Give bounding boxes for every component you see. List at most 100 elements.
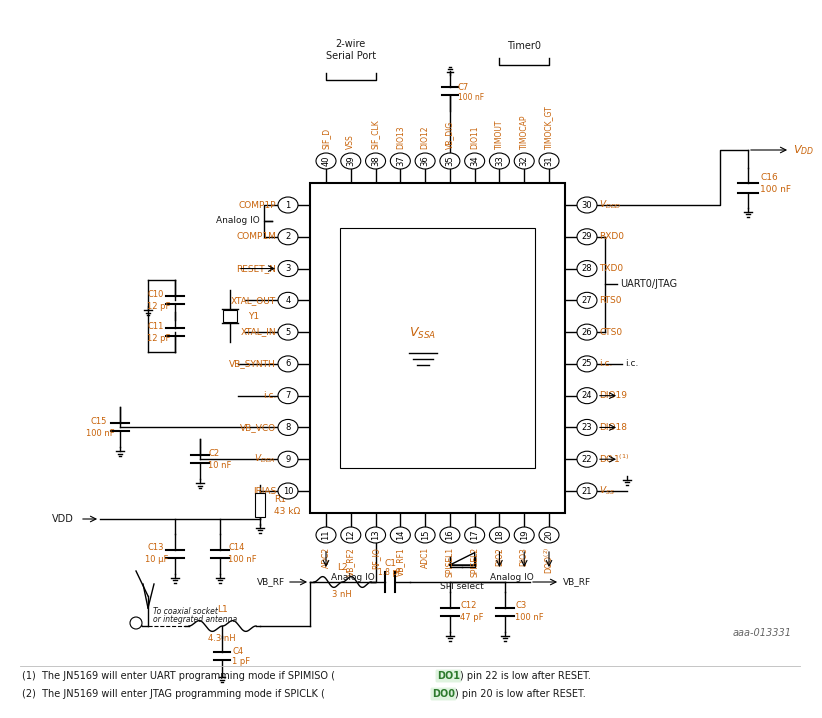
- Text: ) pin 20 is low after RESET.: ) pin 20 is low after RESET.: [455, 689, 586, 699]
- Text: C3: C3: [515, 602, 526, 610]
- Bar: [310, 183, 565, 513]
- Text: i.c.: i.c.: [262, 391, 276, 400]
- Text: 16: 16: [446, 530, 455, 541]
- Text: or integrated antenna: or integrated antenna: [153, 615, 237, 624]
- Text: C12: C12: [460, 602, 477, 610]
- Text: 10: 10: [283, 487, 293, 495]
- Text: 7: 7: [285, 391, 291, 400]
- Text: SPISEL1: SPISEL1: [446, 547, 455, 577]
- Text: Timer0: Timer0: [507, 41, 541, 51]
- Text: DIO2: DIO2: [495, 547, 504, 566]
- Text: (2)  The JN5169 will enter JTAG programming mode if SPICLK (: (2) The JN5169 will enter JTAG programmi…: [22, 689, 325, 699]
- Ellipse shape: [366, 527, 386, 543]
- Ellipse shape: [577, 292, 597, 308]
- Ellipse shape: [539, 153, 559, 169]
- Text: 10 nF: 10 nF: [208, 461, 231, 470]
- Text: TIMOCK_GT: TIMOCK_GT: [544, 106, 553, 149]
- Text: 14: 14: [396, 530, 404, 540]
- Text: VB_RF: VB_RF: [256, 577, 285, 587]
- Text: COMP1M: COMP1M: [236, 233, 276, 241]
- Ellipse shape: [577, 356, 597, 372]
- Text: DIO19: DIO19: [599, 391, 627, 400]
- Text: DIO18: DIO18: [599, 423, 627, 432]
- Text: 23: 23: [582, 423, 593, 432]
- Text: 1 pF: 1 pF: [232, 656, 250, 666]
- Text: DO1: DO1: [437, 671, 460, 681]
- Text: IBIAS: IBIAS: [252, 487, 276, 495]
- Text: SPISEL2: SPISEL2: [470, 547, 479, 577]
- Text: 27: 27: [582, 296, 593, 305]
- Text: Y1: Y1: [248, 312, 259, 321]
- Text: 43 kΩ: 43 kΩ: [274, 506, 300, 516]
- Text: 18: 18: [495, 530, 504, 541]
- Text: ADC1: ADC1: [421, 547, 430, 568]
- Text: C2: C2: [208, 449, 219, 457]
- Text: $V_{DDA}$: $V_{DDA}$: [254, 453, 276, 465]
- Text: 38: 38: [371, 156, 380, 167]
- Text: C15: C15: [90, 417, 106, 426]
- Text: 29: 29: [582, 233, 592, 241]
- Ellipse shape: [577, 324, 597, 340]
- Ellipse shape: [316, 153, 336, 169]
- Ellipse shape: [366, 153, 386, 169]
- Ellipse shape: [464, 527, 485, 543]
- Text: C10: C10: [147, 290, 164, 299]
- Ellipse shape: [341, 153, 361, 169]
- Text: RTS0: RTS0: [599, 296, 621, 305]
- Text: SPI select: SPI select: [441, 582, 484, 591]
- Text: 22: 22: [582, 454, 592, 464]
- Text: 33: 33: [495, 156, 504, 167]
- Text: 100 nF: 100 nF: [458, 93, 484, 102]
- Text: aaa-013331: aaa-013331: [733, 628, 792, 638]
- Text: 2-wire
Serial Port: 2-wire Serial Port: [326, 39, 376, 61]
- Ellipse shape: [390, 153, 410, 169]
- Text: C7: C7: [458, 83, 469, 92]
- Text: 12 pF: 12 pF: [147, 334, 170, 342]
- Ellipse shape: [390, 527, 410, 543]
- Text: VB_DIG: VB_DIG: [446, 121, 455, 149]
- Bar: [255, 493, 265, 517]
- Ellipse shape: [577, 483, 597, 499]
- Ellipse shape: [515, 527, 534, 543]
- Text: 6: 6: [285, 360, 291, 368]
- Text: 3 nH: 3 nH: [332, 590, 352, 599]
- Text: C13: C13: [147, 544, 164, 552]
- Ellipse shape: [316, 527, 336, 543]
- Text: TIMOUT: TIMOUT: [495, 119, 504, 149]
- Text: ) pin 22 is low after RESET.: ) pin 22 is low after RESET.: [460, 671, 591, 681]
- Text: L2: L2: [337, 563, 348, 572]
- Text: RF_IO: RF_IO: [371, 547, 380, 569]
- Text: 2: 2: [285, 233, 291, 241]
- Text: 10 μF: 10 μF: [145, 556, 169, 564]
- Text: 47 pF: 47 pF: [460, 613, 483, 623]
- Ellipse shape: [489, 153, 510, 169]
- Text: 17: 17: [470, 530, 479, 541]
- Text: RESET_N: RESET_N: [236, 264, 276, 273]
- Text: C11: C11: [147, 322, 164, 330]
- Text: 1.8 pF: 1.8 pF: [378, 568, 402, 577]
- Ellipse shape: [539, 527, 559, 543]
- Text: 12 pF: 12 pF: [147, 302, 170, 311]
- Text: VB_RF1: VB_RF1: [396, 547, 404, 576]
- Text: Analog IO: Analog IO: [331, 573, 375, 582]
- Text: XTAL_IN: XTAL_IN: [240, 327, 276, 337]
- Ellipse shape: [278, 419, 298, 435]
- Text: DIO12: DIO12: [421, 126, 430, 149]
- Text: 3: 3: [285, 264, 291, 273]
- Text: 11: 11: [321, 530, 330, 540]
- Ellipse shape: [577, 261, 597, 276]
- Text: 15: 15: [421, 530, 430, 540]
- Text: 36: 36: [421, 156, 430, 167]
- Text: DIO13: DIO13: [396, 126, 404, 149]
- Text: Analog IO: Analog IO: [216, 216, 260, 225]
- Text: 100 nF: 100 nF: [228, 556, 256, 564]
- Ellipse shape: [278, 483, 298, 499]
- Text: 4.3 nH: 4.3 nH: [208, 634, 236, 643]
- Text: 100 nF: 100 nF: [760, 185, 791, 194]
- Ellipse shape: [278, 229, 298, 245]
- Text: SIF_CLK: SIF_CLK: [371, 119, 380, 149]
- Text: COMP1P: COMP1P: [238, 200, 276, 210]
- Text: DOO$^{(2)}$: DOO$^{(2)}$: [543, 547, 555, 574]
- Ellipse shape: [577, 197, 597, 213]
- Text: C16: C16: [760, 173, 778, 182]
